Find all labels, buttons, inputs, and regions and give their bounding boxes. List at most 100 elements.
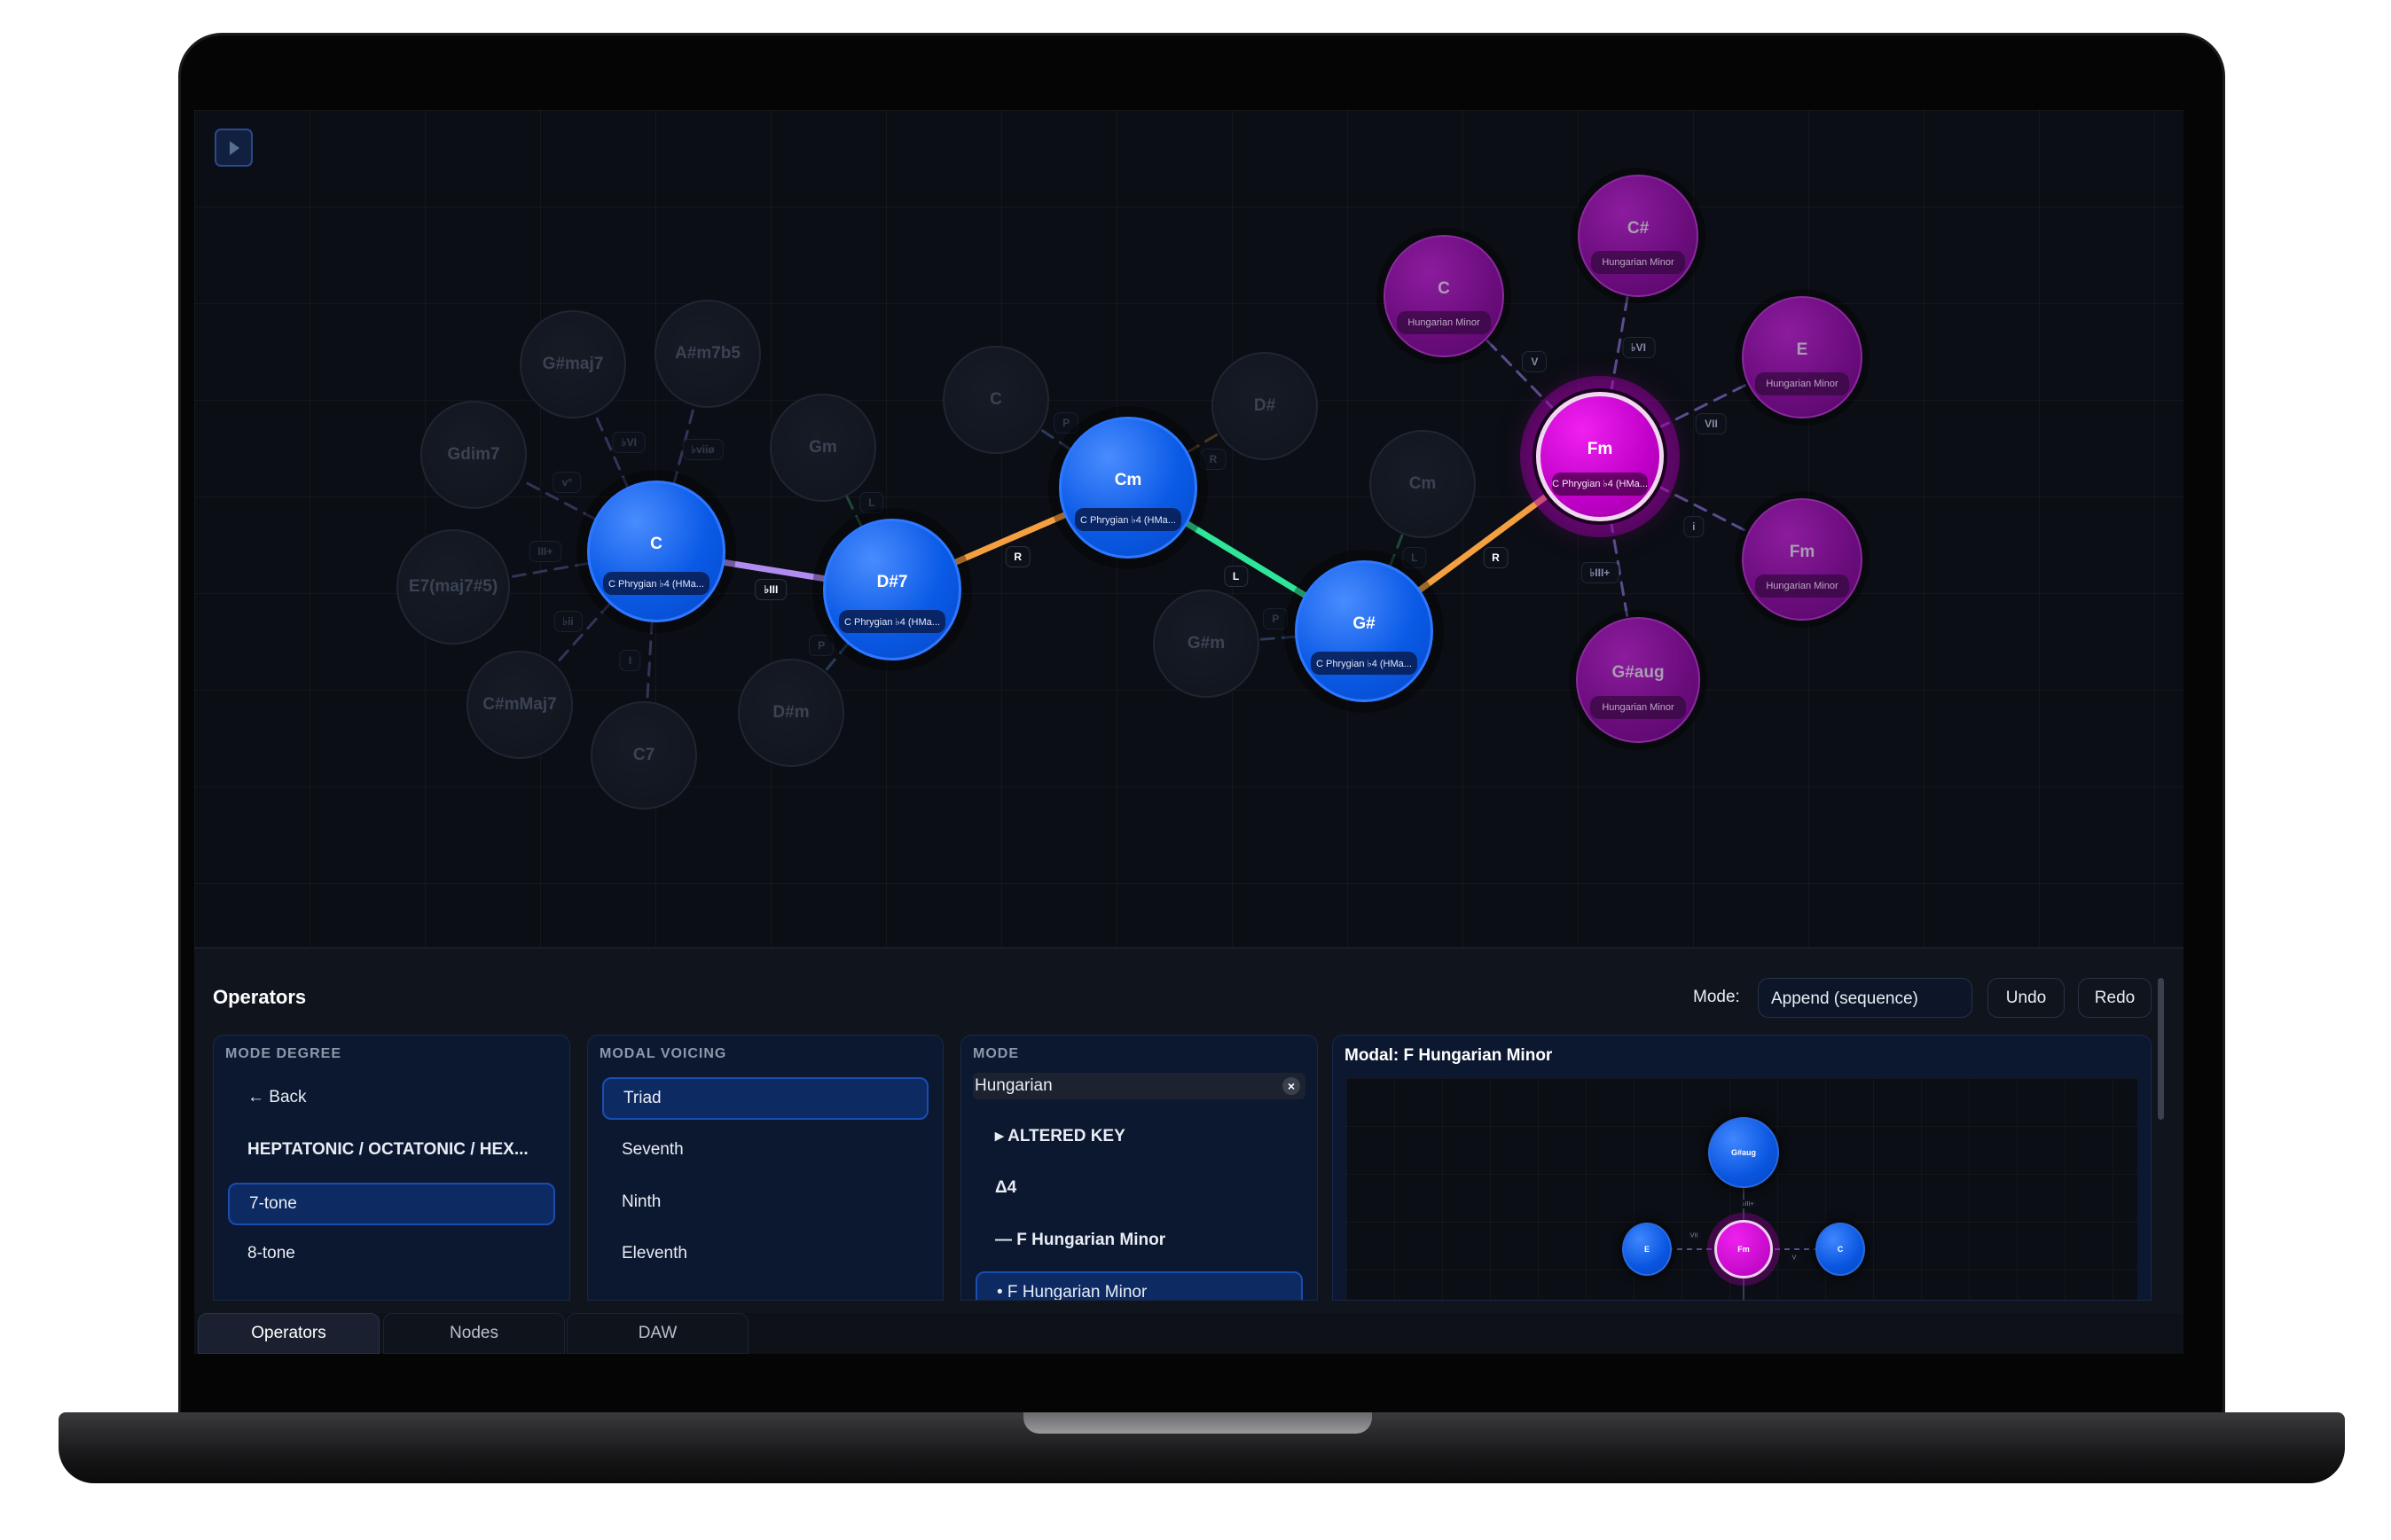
chord-node-ghost[interactable]: Gm [770, 393, 876, 503]
chord-label: D#7 [876, 572, 908, 591]
edge-label: ♭viiø [682, 439, 724, 461]
mode-pill: Hungarian Minor [1591, 251, 1685, 275]
chord-label: Fm [1587, 439, 1613, 458]
chord-node-modal[interactable]: C# Hungarian Minor [1578, 174, 1698, 298]
preview-node[interactable]: G#aug [1708, 1117, 1779, 1188]
chord-node-ghost[interactable]: G#m [1153, 589, 1259, 699]
list-item[interactable]: Seventh [622, 1140, 684, 1159]
panel-scrollbar[interactable] [2158, 978, 2164, 1120]
preview-node-current[interactable]: Fm [1714, 1220, 1773, 1278]
chord-node-ghost[interactable]: C [943, 345, 1049, 455]
chord-graph-canvas[interactable]: ♭III R L R ♭VI ♭viiø v° III+ ♭ii I L P P R L P V ♭VI VII i ♭… [194, 110, 2183, 947]
chord-node-current[interactable]: Fm C Phrygian ♭4 (HMa... [1536, 391, 1664, 522]
mode-search-input[interactable]: Hungarian × [973, 1073, 1305, 1099]
mode-pill: Hungarian Minor [1755, 372, 1849, 396]
chord-label: Gm [809, 437, 837, 457]
redo-button[interactable]: Redo [2078, 978, 2152, 1018]
chord-label: Cm [1408, 473, 1437, 493]
search-value: Hungarian [975, 1076, 1053, 1095]
preview-edge-label: VII [1687, 1231, 1701, 1240]
modal-voicing-card: MODAL VOICING Triad Seventh Ninth Eleven… [587, 1035, 944, 1301]
list-item[interactable]: 8-tone [247, 1244, 295, 1262]
edge-fm-m_e [1656, 382, 1750, 430]
chord-label: D# [1253, 395, 1276, 415]
list-item[interactable]: Triad [602, 1077, 929, 1120]
edge-c-g_gsmaj7 [592, 411, 630, 490]
edge-ds7-cm [952, 512, 1068, 566]
edge-label: I [619, 649, 641, 671]
chord-node-ghost[interactable]: E7(maj7#5) [396, 528, 510, 645]
list-item[interactable]: HEPTATONIC / OCTATONIC / HEX... [247, 1140, 529, 1159]
chord-node-active[interactable]: G# C Phrygian ♭4 (HMa... [1295, 560, 1433, 702]
preview-edge-label: V [1789, 1254, 1799, 1262]
modal-preview-card: Modal: F Hungarian Minor G#aug E Fm C ♭I… [1332, 1035, 2152, 1301]
chord-node-ghost[interactable]: D#m [738, 658, 844, 768]
edge-label: R [1483, 547, 1509, 569]
preview-node[interactable]: E [1622, 1223, 1672, 1276]
mode-pill: C Phrygian ♭4 (HMa... [839, 610, 945, 633]
card-title: Modal: F Hungarian Minor [1344, 1046, 1553, 1065]
tab-daw[interactable]: DAW [567, 1313, 749, 1354]
list-item[interactable]: Eleventh [622, 1244, 687, 1262]
modal-preview-canvas[interactable]: G#aug E Fm C ♭III+ VII V [1346, 1078, 2137, 1300]
edge-ds7-g_gm [844, 494, 864, 529]
edge-c-g_gdim7 [519, 478, 597, 521]
edge-cm-g_ds [1186, 432, 1220, 454]
preview-edge-label: ♭III+ [1739, 1200, 1757, 1208]
chord-node-ghost[interactable]: C7 [591, 700, 697, 810]
undo-button[interactable]: Undo [1987, 978, 2065, 1018]
list-item[interactable]: • F Hungarian Minor [976, 1271, 1303, 1300]
chord-node-active[interactable]: C C Phrygian ♭4 (HMa... [587, 481, 725, 622]
mode-label: Mode: [1693, 988, 1740, 1006]
edge-gs-g_gsm [1258, 635, 1297, 641]
chord-label: C# [1627, 218, 1650, 238]
mode-pill: C Phrygian ♭4 (HMa... [1075, 508, 1181, 531]
list-item[interactable]: — F Hungarian Minor [995, 1231, 1166, 1249]
list-item[interactable]: 7-tone [228, 1183, 555, 1225]
card-header: MODE DEGREE [225, 1046, 342, 1061]
chord-node-modal[interactable]: G#aug Hungarian Minor [1576, 616, 1700, 744]
chord-label: Gdim7 [447, 444, 500, 464]
edge-label: i [1683, 515, 1705, 537]
card-header: MODAL VOICING [600, 1046, 727, 1061]
chord-label: C7 [632, 745, 655, 764]
chord-label: E7(maj7#5) [408, 576, 498, 596]
chord-node-ghost[interactable]: D# [1211, 351, 1318, 461]
edge-label: L [1223, 565, 1249, 587]
edge-c-g_c7 [646, 619, 654, 704]
edge-label: P [1054, 412, 1079, 434]
mode-card: MODE Hungarian × ▸ ALTERED KEY Δ4 — F Hun… [960, 1035, 1318, 1301]
edge-c-g_e7 [507, 561, 590, 579]
edge-label: ♭III+ [1580, 561, 1619, 583]
chord-node-ghost[interactable]: Cm [1369, 429, 1476, 539]
list-item[interactable]: ▸ ALTERED KEY [995, 1126, 1125, 1145]
chord-node-modal[interactable]: C Hungarian Minor [1384, 234, 1504, 358]
panel-title: Operators [213, 986, 307, 1008]
chord-node-active[interactable]: Cm C Phrygian ♭4 (HMa... [1059, 417, 1197, 559]
chord-node-ghost[interactable]: A#m7b5 [655, 299, 761, 409]
back-button[interactable]: ← Back [247, 1088, 307, 1106]
chord-node-ghost[interactable]: C#mMaj7 [466, 650, 573, 760]
tab-operators[interactable]: Operators [198, 1313, 380, 1354]
edge-fm-m_gsaug [1609, 518, 1629, 621]
laptop-notch [1023, 1412, 1372, 1434]
clear-icon[interactable]: × [1282, 1077, 1300, 1095]
play-button[interactable] [215, 129, 253, 167]
edge-c-g_csmmaj7 [553, 601, 612, 667]
list-item[interactable]: Δ4 [995, 1178, 1017, 1197]
edge-c-g_asm7b5 [672, 403, 696, 487]
mode-pill: C Phrygian ♭4 (HMa... [1311, 652, 1417, 675]
edge-label: V [1522, 350, 1548, 372]
chord-node-ghost[interactable]: Gdim7 [420, 400, 527, 510]
preview-node[interactable]: C [1815, 1223, 1865, 1276]
chord-node-ghost[interactable]: G#maj7 [520, 309, 626, 419]
edge-label: v° [553, 471, 582, 493]
mode-pill: C Phrygian ♭4 (HMa... [603, 572, 709, 595]
list-item[interactable]: Ninth [622, 1192, 662, 1211]
chord-node-active[interactable]: D#7 C Phrygian ♭4 (HMa... [823, 519, 961, 661]
chord-node-modal[interactable]: E Hungarian Minor [1742, 295, 1862, 419]
graph-edges [507, 293, 1750, 704]
mode-select[interactable]: Append (sequence) [1758, 978, 1972, 1018]
tab-nodes[interactable]: Nodes [383, 1313, 565, 1354]
chord-node-modal[interactable]: Fm Hungarian Minor [1742, 497, 1862, 621]
